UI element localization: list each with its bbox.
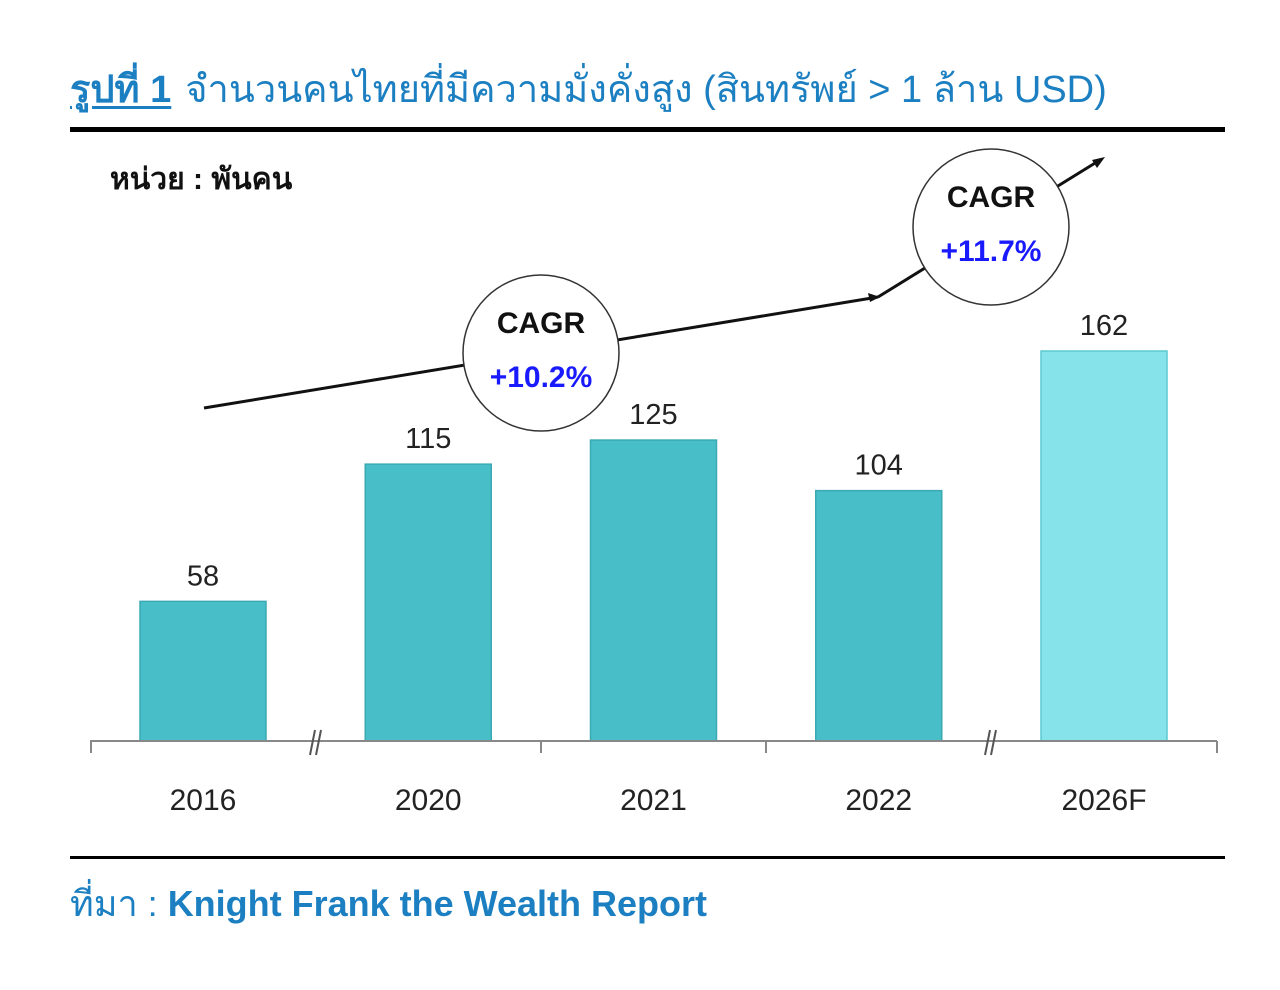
axis-break-icon: [309, 729, 316, 756]
title-text: จำนวนคนไทยที่มีความมั่งคั่งสูง (สินทรัพย…: [185, 69, 1107, 111]
arrowhead-2-icon: [1092, 157, 1105, 168]
x-tick-label-2020: 2020: [395, 784, 462, 817]
source-note: ที่มา : Knight Frank the Wealth Report: [70, 875, 707, 932]
top-rule: [70, 127, 1225, 132]
arrowhead-1-icon: [868, 293, 880, 302]
cagr-label-1: CAGR: [497, 307, 586, 340]
cagr-value-2: +11.7%: [941, 235, 1042, 268]
data-label-2026F: 162: [1080, 310, 1128, 342]
source-name: Knight Frank the Wealth Report: [167, 883, 708, 924]
cagr-value-1: +10.2%: [490, 361, 593, 394]
cagr-bubble-2: CAGR +11.7%: [912, 148, 1070, 306]
x-tick-label-2021: 2021: [620, 784, 687, 817]
cagr-label-2: CAGR: [947, 181, 1036, 214]
data-label-2016: 58: [187, 560, 219, 592]
data-label-2021: 125: [629, 399, 677, 431]
axis-break-icon: [315, 729, 322, 756]
x-tick-label-2022: 2022: [845, 784, 912, 817]
x-tick-label-2026F: 2026F: [1061, 784, 1146, 817]
data-label-2022: 104: [855, 450, 903, 482]
bar-2021: [589, 439, 718, 742]
cagr-bubble-1: CAGR +10.2%: [462, 274, 620, 432]
data-label-2020: 115: [405, 423, 451, 455]
bottom-rule: [70, 856, 1225, 859]
figure-label: รูปที่ 1: [70, 69, 172, 111]
axis-break-icon: [984, 729, 991, 756]
source-prefix: ที่มา :: [70, 883, 168, 924]
x-tick-label-2016: 2016: [170, 784, 237, 817]
chart-title: รูปที่ 1 จำนวนคนไทยที่มีความมั่งคั่งสูง (…: [70, 58, 1107, 119]
bar-2020: [364, 463, 492, 742]
unit-label: หน่วย : พันคน: [110, 163, 293, 196]
axis-break-icon: [990, 729, 997, 756]
bar-2026F: [1040, 350, 1168, 742]
bar-2016: [139, 600, 267, 742]
bar-2022: [815, 489, 943, 742]
